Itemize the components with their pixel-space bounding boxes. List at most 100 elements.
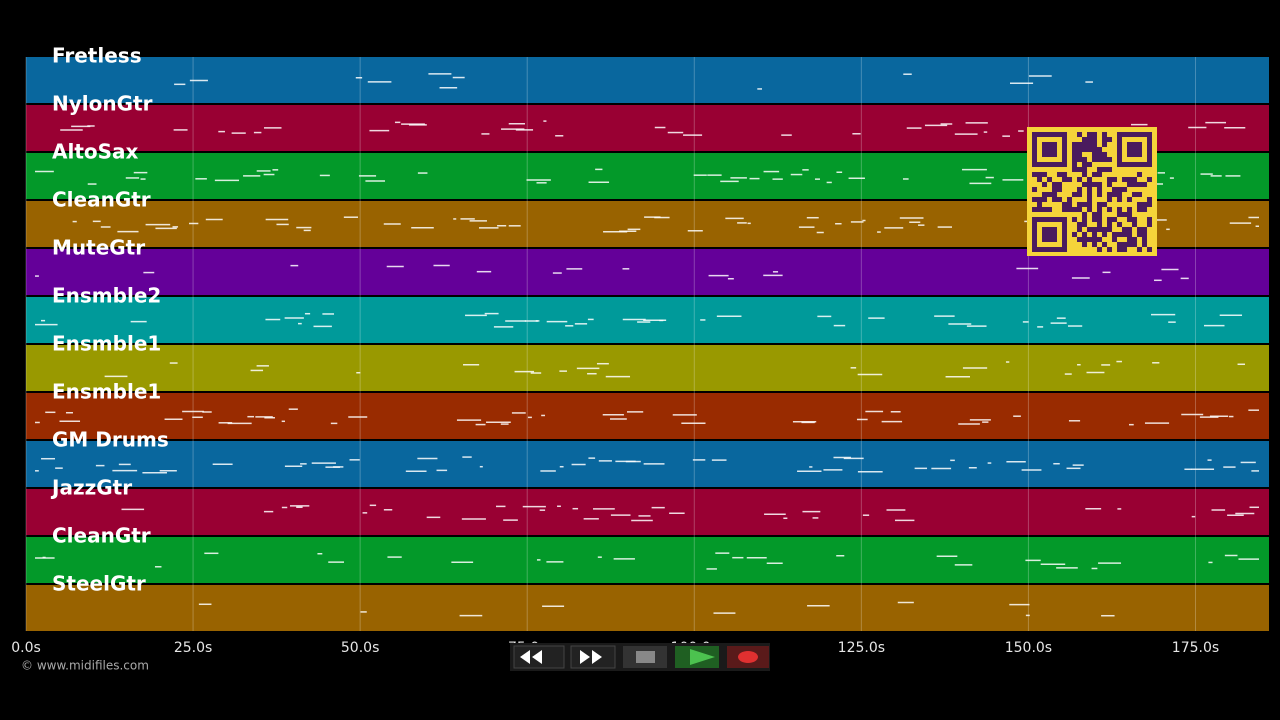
qr-cell — [1117, 187, 1122, 192]
qr-cell — [1142, 202, 1147, 207]
qr-cell — [1127, 197, 1132, 202]
qr-cell — [1097, 167, 1102, 172]
qr-cell — [1097, 157, 1102, 162]
qr-cell — [1107, 177, 1112, 182]
qr-cell — [1087, 137, 1092, 142]
qr-cell — [1057, 187, 1062, 192]
qr-cell — [1062, 177, 1067, 182]
qr-cell — [1072, 167, 1077, 172]
qr-cell — [1102, 232, 1107, 237]
qr-cell — [1042, 192, 1047, 197]
qr-cell — [1102, 142, 1107, 147]
time-tick-label: 50.0s — [341, 640, 379, 656]
qr-cell — [1077, 202, 1082, 207]
qr-cell — [1062, 172, 1067, 177]
qr-cell — [1137, 247, 1142, 252]
qr-cell — [1052, 192, 1057, 197]
play-button[interactable] — [675, 646, 719, 668]
grid — [25, 57, 1196, 631]
qr-cell — [1122, 232, 1127, 237]
qr-cell — [1052, 182, 1057, 187]
qr-cell — [1092, 147, 1097, 152]
qr-cell — [1042, 207, 1047, 212]
qr-cell — [1117, 207, 1122, 212]
copyright: © www.midifiles.com — [21, 659, 149, 673]
qr-cell — [1092, 237, 1097, 242]
qr-cell — [1032, 197, 1037, 202]
qr-cell — [1087, 197, 1092, 202]
track-labels: Fretless NylonGtr AltoSax CleanGtr MuteGtr En… — [50, 44, 169, 596]
qr-cell — [1067, 197, 1072, 202]
qr-cell — [1122, 187, 1127, 192]
qr-cell — [1132, 242, 1137, 247]
track-name: Ensmble1 — [52, 380, 161, 404]
track-band — [26, 393, 1269, 439]
record-button[interactable] — [727, 646, 769, 668]
qr-cell — [1082, 172, 1087, 177]
qr-cell — [1082, 167, 1087, 172]
qr-cell — [1097, 202, 1102, 207]
qr-cell — [1077, 152, 1082, 157]
qr-cell — [1087, 237, 1092, 242]
qr-cell — [1077, 147, 1082, 152]
qr-cell — [1072, 207, 1077, 212]
qr-cell — [1102, 202, 1107, 207]
qr-cell — [1107, 182, 1112, 187]
qr-cell — [1107, 192, 1112, 197]
qr-cell — [1077, 167, 1082, 172]
track-name: Ensmble2 — [52, 284, 161, 308]
notes — [35, 73, 1259, 617]
qr-cell — [1067, 177, 1072, 182]
track-band — [26, 489, 1269, 535]
qr-cell — [1082, 232, 1087, 237]
qr-cell — [1092, 152, 1097, 157]
qr-cell — [1127, 242, 1132, 247]
time-tick-label: 25.0s — [174, 640, 212, 656]
track-name: CleanGtr — [52, 188, 151, 212]
qr-cell — [1132, 237, 1137, 242]
qr-cell — [1092, 227, 1097, 232]
qr-cell — [1097, 172, 1102, 177]
qr-finder — [1042, 227, 1057, 242]
qr-cell — [1082, 147, 1087, 152]
qr-cell — [1082, 137, 1087, 142]
rewind-button[interactable] — [513, 645, 565, 669]
time-tick-label: 0.0s — [11, 640, 41, 656]
qr-cell — [1082, 142, 1087, 147]
stop-icon — [636, 651, 655, 663]
qr-cell — [1117, 222, 1122, 227]
qr-cell — [1077, 132, 1082, 137]
qr-cell — [1077, 142, 1082, 147]
qr-cell — [1137, 207, 1142, 212]
qr-cell — [1137, 232, 1142, 237]
qr-cell — [1097, 187, 1102, 192]
qr-cell — [1112, 177, 1117, 182]
qr-cell — [1087, 187, 1092, 192]
qr-cell — [1122, 242, 1127, 247]
qr-cell — [1127, 182, 1132, 187]
qr-cell — [1077, 177, 1082, 182]
qr-cell — [1147, 177, 1152, 182]
qr-cell — [1132, 182, 1137, 187]
qr-cell — [1112, 232, 1117, 237]
qr-cell — [1092, 182, 1097, 187]
qr-cell — [1117, 232, 1122, 237]
time-tick-label: 125.0s — [838, 640, 885, 656]
qr-cell — [1107, 227, 1112, 232]
qr-cell — [1137, 202, 1142, 207]
qr-cell — [1127, 232, 1132, 237]
qr-cell — [1097, 212, 1102, 217]
qr-cell — [1082, 212, 1087, 217]
record-icon — [738, 651, 758, 663]
qr-cell — [1067, 207, 1072, 212]
qr-cell — [1137, 172, 1142, 177]
qr-cell — [1077, 187, 1082, 192]
forward-icon — [580, 650, 602, 664]
qr-cell — [1147, 197, 1152, 202]
forward-button[interactable] — [570, 645, 616, 669]
qr-cell — [1082, 222, 1087, 227]
qr-cell — [1052, 187, 1057, 192]
stop-button[interactable] — [623, 646, 667, 668]
qr-cell — [1087, 132, 1092, 137]
